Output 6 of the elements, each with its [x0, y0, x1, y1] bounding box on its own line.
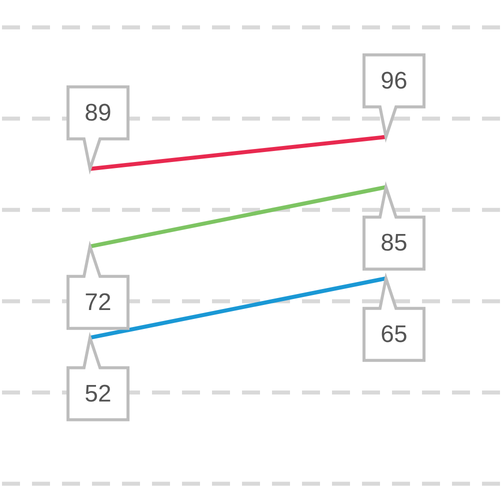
data-label: 52 [84, 380, 112, 408]
data-label: 96 [380, 68, 408, 95]
data-label: 72 [84, 289, 112, 316]
data-label: 85 [380, 230, 408, 257]
data-label: 89 [84, 99, 112, 126]
data-label: 65 [380, 321, 408, 348]
